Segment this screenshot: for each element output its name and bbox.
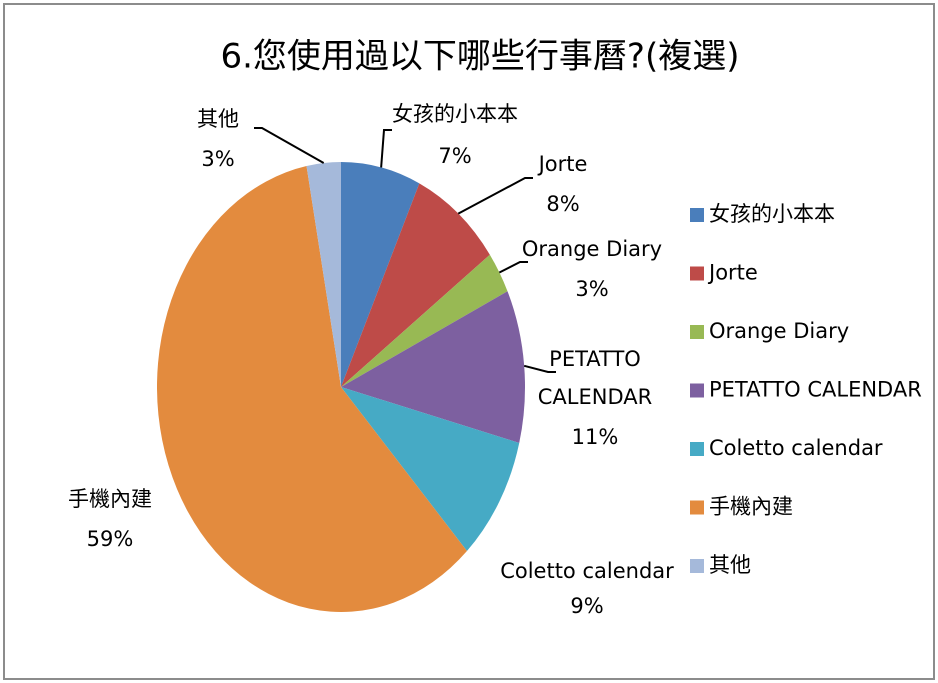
label-line: PETATTO	[549, 347, 641, 371]
legend-swatch	[690, 559, 704, 573]
pie-slice	[341, 387, 520, 552]
legend-label: Coletto calendar	[709, 436, 883, 460]
data-label-name: 手機內建	[68, 487, 152, 511]
pie-slice	[341, 162, 420, 387]
data-label-name: Coletto calendar	[500, 559, 674, 583]
legend-label: 女孩的小本本	[709, 202, 835, 226]
leader-line	[523, 364, 556, 373]
legend-label: Jorte	[707, 261, 758, 285]
legend-label: 其他	[709, 553, 751, 577]
data-label-value: 3%	[201, 147, 234, 171]
data-label-name: PETATTO CALENDAR	[538, 347, 652, 409]
data-label-name: 女孩的小本本	[392, 102, 518, 126]
leader-line	[498, 261, 528, 274]
legend-swatch	[690, 383, 704, 398]
pie-slice	[157, 165, 467, 613]
data-label-value: 9%	[570, 594, 603, 618]
legend-label: 手機內建	[709, 495, 793, 519]
legend-label: Orange Diary	[709, 319, 849, 343]
legend-swatch	[690, 208, 704, 222]
leader-line	[380, 129, 392, 168]
legend-swatch	[690, 442, 704, 456]
legend-swatch	[690, 325, 704, 339]
leader-line	[254, 127, 325, 164]
data-label-value: 8%	[546, 192, 579, 216]
leader-line	[457, 177, 533, 215]
legend-swatch	[690, 266, 704, 281]
data-label-value: 3%	[575, 277, 608, 301]
data-label-name: Orange Diary	[522, 237, 662, 261]
data-label-value: 59%	[87, 527, 134, 551]
legend-swatch	[690, 500, 704, 515]
data-label-value: 7%	[438, 144, 471, 168]
pie-slice	[306, 162, 341, 387]
data-label-name: 其他	[197, 107, 239, 131]
pie-slice	[341, 254, 508, 387]
legend-label: PETATTO CALENDAR	[709, 378, 922, 402]
pie-slice	[341, 291, 525, 443]
chart-title: 6.您使用過以下哪些行事曆?(複選)	[220, 37, 739, 77]
data-label-value: 11%	[572, 425, 619, 449]
pie-slice	[341, 183, 490, 387]
label-line: CALENDAR	[538, 385, 652, 409]
data-label-name: Jorte	[537, 152, 588, 176]
